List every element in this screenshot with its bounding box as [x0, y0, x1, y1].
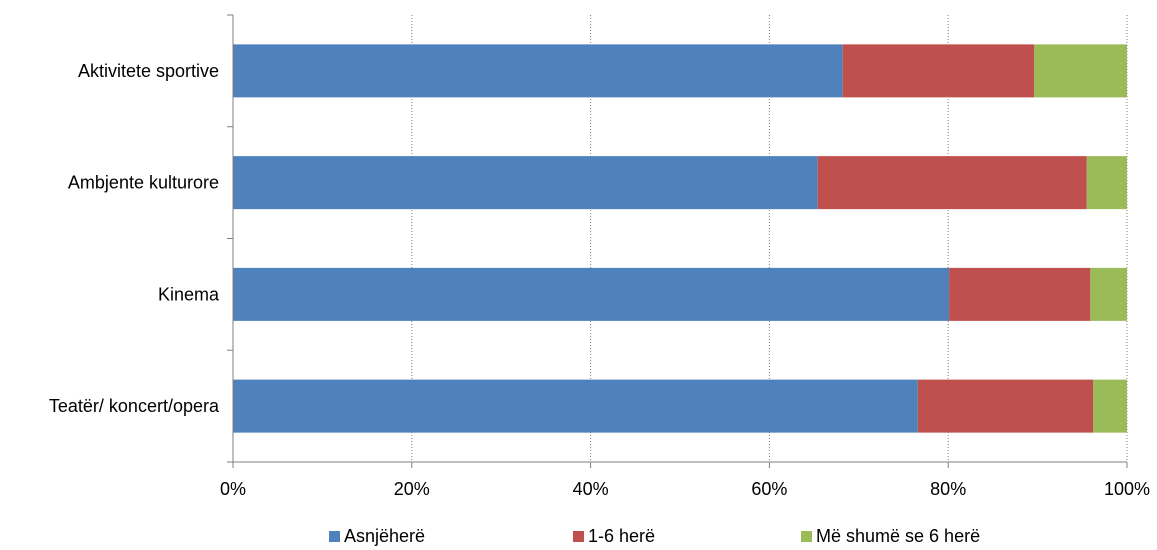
legend-label-series-3: Më shumë se 6 herë	[816, 526, 981, 546]
bar-segment-4-2	[917, 379, 1094, 433]
y-category-label-4: Teatër/ koncert/opera	[49, 396, 220, 416]
x-tick-label-4: 80%	[930, 479, 966, 499]
bar-segment-1-3	[1034, 44, 1127, 98]
legend-label-series-2: 1-6 herë	[588, 526, 656, 546]
legend-item-series-1: Asnjëherë	[329, 526, 425, 547]
x-tick-label-2: 40%	[573, 479, 609, 499]
legend-label-series-1: Asnjëherë	[344, 526, 426, 546]
axes: 0% 20% 40% 60% 80% 100% Aktivitete sportive Amb…	[49, 14, 1150, 499]
bar-segment-3-3	[1090, 267, 1127, 321]
legend-item-series-3: Më shumë se 6 herë	[801, 526, 980, 547]
stacked-bar-chart: 0% 20% 40% 60% 80% 100% Aktivitete sportive Amb…	[49, 14, 1150, 499]
legend-swatch-series-1	[329, 531, 340, 542]
legend-item-series-2: 1-6 herë	[573, 526, 655, 547]
bar-segment-3-2	[949, 267, 1091, 321]
bar-segment-2-1	[233, 156, 818, 210]
x-tick-label-5: 100%	[1104, 479, 1150, 499]
legend: Asnjëherë 1-6 herë Më shumë se 6 herë	[0, 526, 1157, 550]
bar-segment-2-2	[817, 156, 1087, 210]
bar-segment-1-1	[233, 44, 843, 98]
legend-swatch-series-3	[801, 531, 812, 542]
x-tick-label-3: 60%	[751, 479, 787, 499]
x-tick-label-1: 20%	[394, 479, 430, 499]
y-category-label-3: Kinema	[158, 284, 220, 304]
y-category-label-1: Aktivitete sportive	[78, 61, 219, 81]
bars	[233, 44, 1127, 433]
bar-segment-3-1	[233, 267, 950, 321]
x-tick-label-0: 0%	[220, 479, 246, 499]
y-category-label-2: Ambjente kulturore	[68, 173, 219, 193]
legend-swatch-series-2	[573, 531, 584, 542]
bar-segment-2-3	[1086, 156, 1127, 210]
bar-segment-1-2	[842, 44, 1035, 98]
bar-segment-4-3	[1093, 379, 1127, 433]
bar-segment-4-1	[233, 379, 918, 433]
